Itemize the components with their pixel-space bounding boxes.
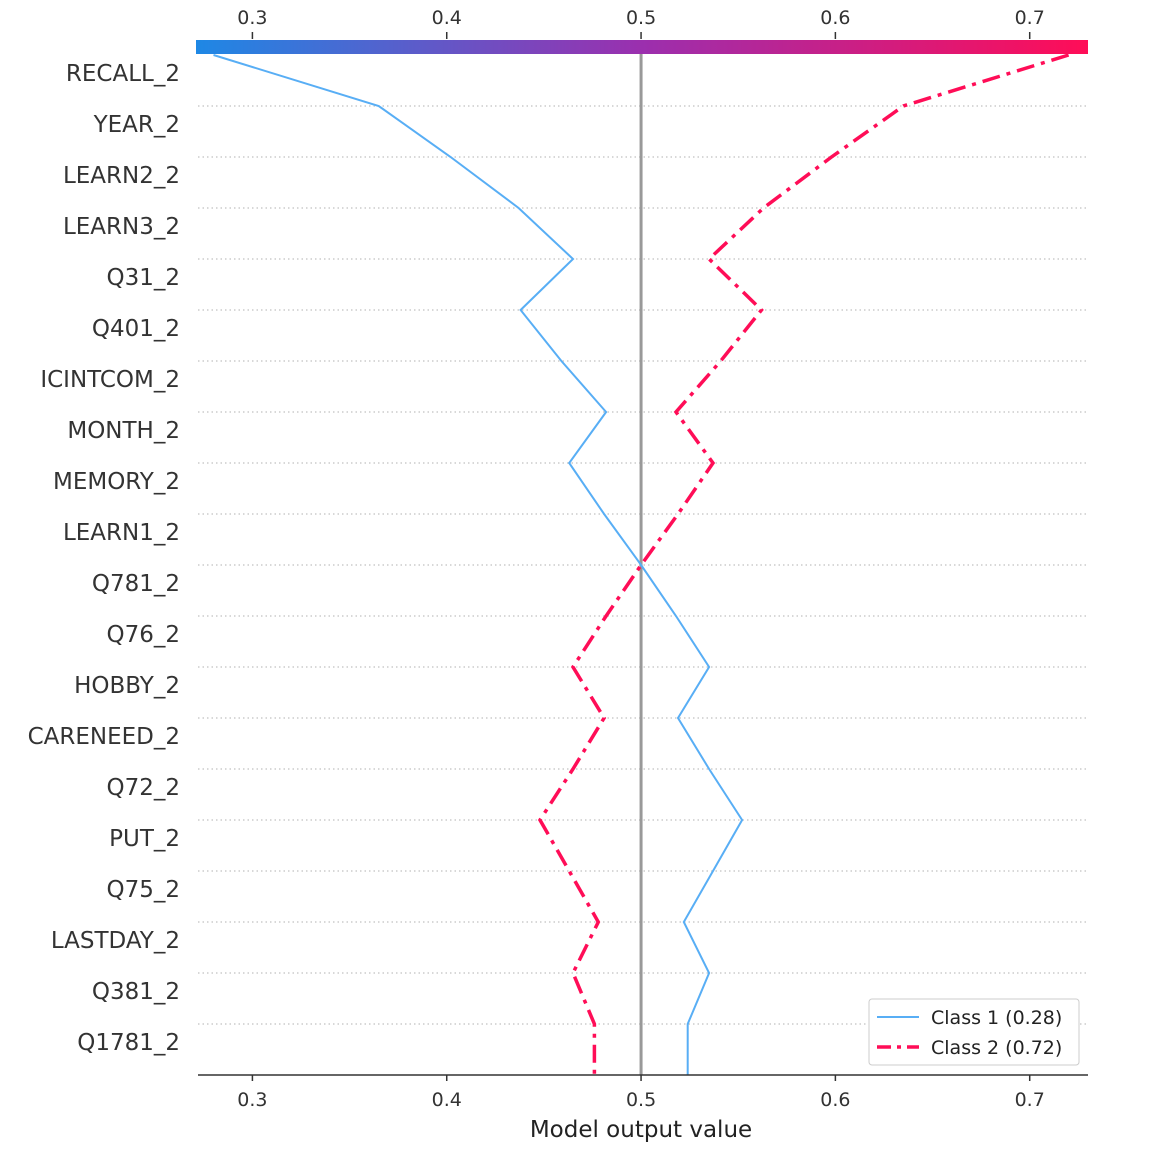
- series-line-2: [537, 53, 1070, 1075]
- feature-label: HOBBY_2: [74, 673, 180, 699]
- x-tick-label-bottom: 0.6: [820, 1089, 850, 1111]
- legend-entry-label: Class 1 (0.28): [931, 1007, 1062, 1029]
- feature-label: Q1781_2: [77, 1030, 180, 1056]
- x-tick-label-bottom: 0.4: [432, 1089, 462, 1111]
- colorbar: [196, 40, 1088, 54]
- x-tick-label-bottom: 0.5: [626, 1089, 656, 1111]
- x-tick-label-top: 0.7: [1015, 7, 1045, 29]
- feature-label: Q31_2: [106, 265, 180, 291]
- feature-label: YEAR_2: [93, 112, 180, 138]
- feature-label: LEARN1_2: [63, 520, 180, 546]
- feature-labels: RECALL_2 YEAR_2 LEARN2_2 LEARN3_2 Q31_2 Q401_…: [28, 61, 180, 1056]
- feature-label: Q381_2: [92, 979, 180, 1005]
- feature-label: Q76_2: [106, 622, 180, 648]
- feature-label: Q781_2: [92, 571, 180, 597]
- feature-label: PUT_2: [109, 826, 180, 852]
- feature-label: Q75_2: [106, 877, 180, 903]
- series-line-1: [213, 54, 744, 1075]
- gridlines: [198, 105, 1088, 1025]
- feature-label: Q401_2: [92, 316, 180, 342]
- feature-label: ICINTCOM_2: [40, 367, 180, 393]
- x-tick-label-top: 0.5: [626, 7, 656, 29]
- feature-label: LEARN2_2: [63, 163, 180, 189]
- feature-label: LEARN3_2: [63, 214, 180, 240]
- x-tick-label-top: 0.4: [432, 7, 462, 29]
- legend-entry-label: Class 2 (0.72): [931, 1037, 1062, 1059]
- feature-label: MEMORY_2: [53, 469, 180, 495]
- x-tick-label-top: 0.6: [820, 7, 850, 29]
- feature-label: LASTDAY_2: [51, 928, 180, 954]
- x-axis-label: Model output value: [530, 1117, 752, 1143]
- x-tick-label-bottom: 0.3: [237, 1089, 267, 1111]
- x-axis-ticks: 0.3 0.3 0.4 0.4 0.5 0.5 0.6 0.6 0.7 0.7: [237, 7, 1045, 1111]
- feature-label: MONTH_2: [67, 418, 180, 444]
- series-lines: [213, 53, 1070, 1075]
- x-tick-label-bottom: 0.7: [1015, 1089, 1045, 1111]
- feature-label: Q72_2: [106, 775, 180, 801]
- feature-label: RECALL_2: [66, 61, 180, 87]
- x-tick-label-top: 0.3: [237, 7, 267, 29]
- legend-box: [868, 998, 1080, 1066]
- legend: Class 1 (0.28) Class 2 (0.72): [868, 998, 1080, 1066]
- feature-label: CARENEED_2: [28, 724, 180, 750]
